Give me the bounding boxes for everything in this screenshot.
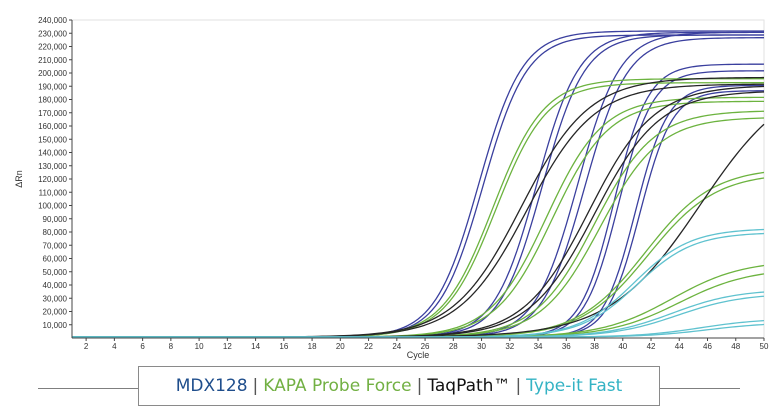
y-tick-label: 130,000 — [38, 162, 67, 171]
y-tick-label: 60,000 — [43, 255, 68, 264]
x-tick-label: 18 — [308, 342, 317, 351]
legend-taqpath: TaqPath™ — [427, 376, 511, 396]
x-tick-label: 22 — [364, 342, 373, 351]
x-tick-label: 8 — [169, 342, 174, 351]
x-tick-label: 28 — [449, 342, 458, 351]
y-tick-label: 110,000 — [39, 188, 68, 197]
legend-separator: | — [252, 376, 259, 396]
x-tick-label: 36 — [562, 342, 571, 351]
y-tick-label: 200,000 — [38, 69, 67, 78]
legend-type-it-fast: Type-it Fast — [526, 376, 623, 396]
y-tick-label: 140,000 — [38, 149, 67, 158]
x-tick-label: 12 — [223, 342, 232, 351]
y-tick-label: 100,000 — [38, 202, 67, 211]
x-tick-label: 24 — [392, 342, 401, 351]
x-tick-label: 48 — [731, 342, 740, 351]
x-tick-label: 26 — [421, 342, 430, 351]
legend-separator: | — [416, 376, 423, 396]
x-tick-label: 6 — [140, 342, 145, 351]
y-tick-label: 90,000 — [43, 215, 68, 224]
x-tick-label: 50 — [760, 342, 769, 351]
y-tick-label: 20,000 — [43, 308, 68, 317]
y-tick-label: 40,000 — [43, 281, 68, 290]
x-axis-ticks: 2 4 6 8 10 12 14 16 18 20 22 24 26 28 30 32 34 36 38 40 42 44… — [84, 338, 769, 351]
x-tick-label: 38 — [590, 342, 599, 351]
x-tick-label: 30 — [477, 342, 486, 351]
y-tick-label: 120,000 — [38, 175, 67, 184]
x-tick-label: 34 — [534, 342, 543, 351]
x-tick-label: 14 — [251, 342, 260, 351]
y-tick-label: 30,000 — [43, 294, 68, 303]
x-tick-label: 40 — [618, 342, 627, 351]
x-tick-label: 4 — [112, 342, 117, 351]
legend-rule-right — [660, 388, 740, 389]
legend-separator: | — [515, 376, 522, 396]
curves-layer — [72, 30, 765, 338]
x-tick-label: 46 — [703, 342, 712, 351]
y-tick-label: 10,000 — [43, 321, 68, 330]
x-tick-label: 32 — [505, 342, 514, 351]
x-axis-title: Cycle — [407, 350, 430, 360]
legend-kapa-probe-force: KAPA Probe Force — [263, 376, 412, 396]
y-tick-label: 80,000 — [43, 228, 68, 237]
y-tick-label: 170,000 — [38, 109, 67, 118]
y-tick-label: 150,000 — [38, 135, 67, 144]
y-tick-label: 190,000 — [38, 82, 67, 91]
plot-area — [71, 19, 765, 339]
x-tick-label: 20 — [336, 342, 345, 351]
legend-rule-left — [38, 388, 138, 389]
y-tick-label: 50,000 — [43, 268, 68, 277]
y-tick-label: 230,000 — [38, 29, 67, 38]
y-axis-title: ΔRn — [14, 170, 24, 188]
curve-type-it-fast — [72, 323, 765, 338]
y-tick-label: 220,000 — [38, 43, 67, 52]
x-tick-label: 10 — [195, 342, 204, 351]
legend-mdx128: MDX128 — [175, 376, 248, 396]
y-tick-label: 210,000 — [38, 56, 67, 65]
y-axis-ticks: 10,000 20,000 30,000 40,000 50,000 60,000 70,0… — [38, 16, 72, 330]
x-tick-label: 44 — [675, 342, 684, 351]
y-tick-label: 240,000 — [38, 16, 67, 25]
y-tick-label: 160,000 — [38, 122, 67, 131]
y-tick-label: 180,000 — [38, 96, 67, 105]
legend-box: MDX128 | KAPA Probe Force | TaqPath™ | T… — [138, 366, 660, 406]
x-tick-label: 16 — [279, 342, 288, 351]
x-tick-label: 42 — [647, 342, 656, 351]
x-tick-label: 2 — [84, 342, 89, 351]
y-tick-label: 70,000 — [43, 241, 68, 250]
